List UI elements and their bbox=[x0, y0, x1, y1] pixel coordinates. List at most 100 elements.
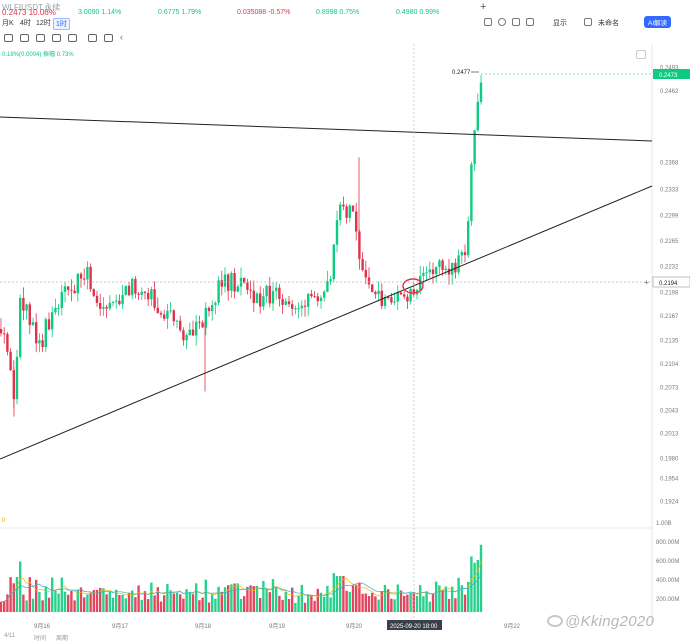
timeframe-1[interactable]: 月K bbox=[2, 20, 14, 27]
candle-body bbox=[79, 273, 83, 279]
volume-bar bbox=[163, 595, 166, 612]
volume-bar bbox=[355, 584, 358, 612]
volume-bar bbox=[214, 598, 217, 612]
volume-bar bbox=[127, 593, 131, 612]
volume-bar bbox=[227, 585, 230, 612]
volume-bar bbox=[137, 585, 140, 612]
volume-bar bbox=[284, 592, 287, 612]
chart-type-icon[interactable] bbox=[512, 18, 520, 26]
volume-bar bbox=[201, 597, 204, 612]
volume-bar bbox=[403, 595, 406, 612]
fib-tool-icon[interactable] bbox=[68, 34, 77, 42]
volume-bar bbox=[297, 596, 300, 612]
candle-body bbox=[153, 289, 156, 308]
volume-bar bbox=[207, 602, 211, 612]
volume-bar bbox=[236, 583, 239, 612]
timeframe-3[interactable]: 12时 bbox=[36, 20, 51, 27]
text-tool-icon[interactable] bbox=[52, 34, 61, 42]
channel-tool-icon[interactable] bbox=[36, 34, 45, 42]
support-trendline bbox=[0, 185, 653, 460]
add-tab-icon[interactable]: + bbox=[480, 1, 487, 13]
timeframe-active[interactable]: 1时 bbox=[53, 18, 70, 30]
theme-label[interactable]: 未命名 bbox=[598, 20, 619, 27]
ticker-item-3[interactable]: 0.035088 -0.57% bbox=[237, 9, 290, 16]
main-price-value: 0.2473 bbox=[2, 8, 27, 16]
volume-bar bbox=[51, 577, 54, 612]
volume-bar bbox=[268, 592, 271, 612]
candle-body bbox=[63, 286, 67, 292]
volume-bar bbox=[323, 596, 326, 612]
candle-body bbox=[313, 296, 316, 298]
candle-body bbox=[255, 293, 259, 303]
peak-label: 0.2477 bbox=[452, 70, 471, 76]
volume-bar bbox=[35, 579, 38, 612]
footer: 4/11 时间 周期 bbox=[0, 633, 400, 641]
volume-bar bbox=[185, 589, 188, 612]
timeframe-2[interactable]: 4时 bbox=[20, 20, 31, 27]
fullscreen-icon[interactable] bbox=[584, 18, 592, 26]
volume-bar bbox=[454, 598, 457, 612]
volume-bar bbox=[73, 600, 76, 612]
candle-body bbox=[44, 319, 47, 348]
price-tick: 0.2043 bbox=[660, 409, 679, 415]
time-tick: 9月16 bbox=[34, 623, 51, 630]
footer-item[interactable]: 时间 bbox=[34, 636, 47, 641]
volume-bar bbox=[76, 589, 79, 612]
volume-bar bbox=[467, 581, 470, 612]
volume-bar bbox=[230, 584, 233, 612]
volume-bar bbox=[406, 594, 409, 612]
undo-icon[interactable] bbox=[104, 34, 113, 42]
volume-bar bbox=[38, 591, 41, 612]
compare-icon[interactable] bbox=[498, 18, 506, 26]
timeframe-toolbar: 月K 4时 12时 1时 显示 未命名 AI解读 bbox=[0, 16, 690, 30]
trash-icon[interactable] bbox=[88, 34, 97, 42]
weibo-logo-icon bbox=[547, 615, 563, 627]
candle-body bbox=[265, 285, 268, 297]
chevron-icon[interactable]: ‹ bbox=[120, 32, 123, 42]
candle-body bbox=[220, 280, 223, 287]
ticker-item-4[interactable]: 0.8998 0.75% bbox=[316, 9, 359, 16]
ticker-change: 1.79% bbox=[181, 9, 202, 16]
candle-body bbox=[73, 290, 76, 294]
volume-bar bbox=[118, 594, 121, 612]
volume-bar bbox=[457, 577, 460, 612]
ai-interpret-button[interactable]: AI解读 bbox=[644, 16, 672, 28]
footer-item[interactable]: 周期 bbox=[56, 636, 69, 641]
candle-body bbox=[3, 333, 6, 335]
candle-body bbox=[479, 82, 483, 102]
volume-bar bbox=[470, 556, 473, 612]
expand-icon[interactable] bbox=[636, 50, 646, 59]
candle-body bbox=[252, 290, 255, 303]
ticker-item-1[interactable]: 3.0090 1.14% bbox=[78, 9, 121, 16]
candle-body bbox=[377, 290, 380, 295]
price-tick: 0.2135 bbox=[660, 338, 679, 344]
footer-item[interactable]: 4/11 bbox=[4, 633, 16, 639]
volume-bar bbox=[246, 586, 249, 612]
candle-body bbox=[268, 285, 271, 304]
candle-body bbox=[70, 289, 73, 291]
candle-body bbox=[89, 266, 92, 290]
volume-bar bbox=[351, 585, 355, 612]
volume-bar bbox=[134, 597, 137, 612]
ticker-item-5[interactable]: 0.4980 0.99% bbox=[396, 9, 439, 16]
candle-body bbox=[227, 274, 230, 291]
candle-body bbox=[102, 307, 105, 309]
ticker-item-2[interactable]: 0.6775 1.79% bbox=[158, 9, 201, 16]
candle-body bbox=[409, 288, 412, 302]
volume-bar bbox=[419, 585, 422, 612]
volume-bar bbox=[83, 597, 86, 612]
main-symbol[interactable]: WLFIUSDT.永续 bbox=[2, 3, 61, 12]
volume-bar bbox=[159, 601, 163, 612]
volume-bar bbox=[70, 591, 73, 612]
display-label[interactable]: 显示 bbox=[553, 20, 567, 27]
candle-body bbox=[54, 308, 57, 313]
crosshair-icon[interactable] bbox=[4, 34, 13, 42]
drawing-icon[interactable] bbox=[526, 18, 534, 26]
volume-bar bbox=[371, 592, 374, 612]
indicator-icon[interactable] bbox=[484, 18, 492, 26]
candle-body bbox=[300, 305, 303, 309]
candle-body bbox=[182, 330, 185, 341]
volume-ma-line bbox=[0, 561, 482, 603]
line-tool-icon[interactable] bbox=[20, 34, 29, 42]
